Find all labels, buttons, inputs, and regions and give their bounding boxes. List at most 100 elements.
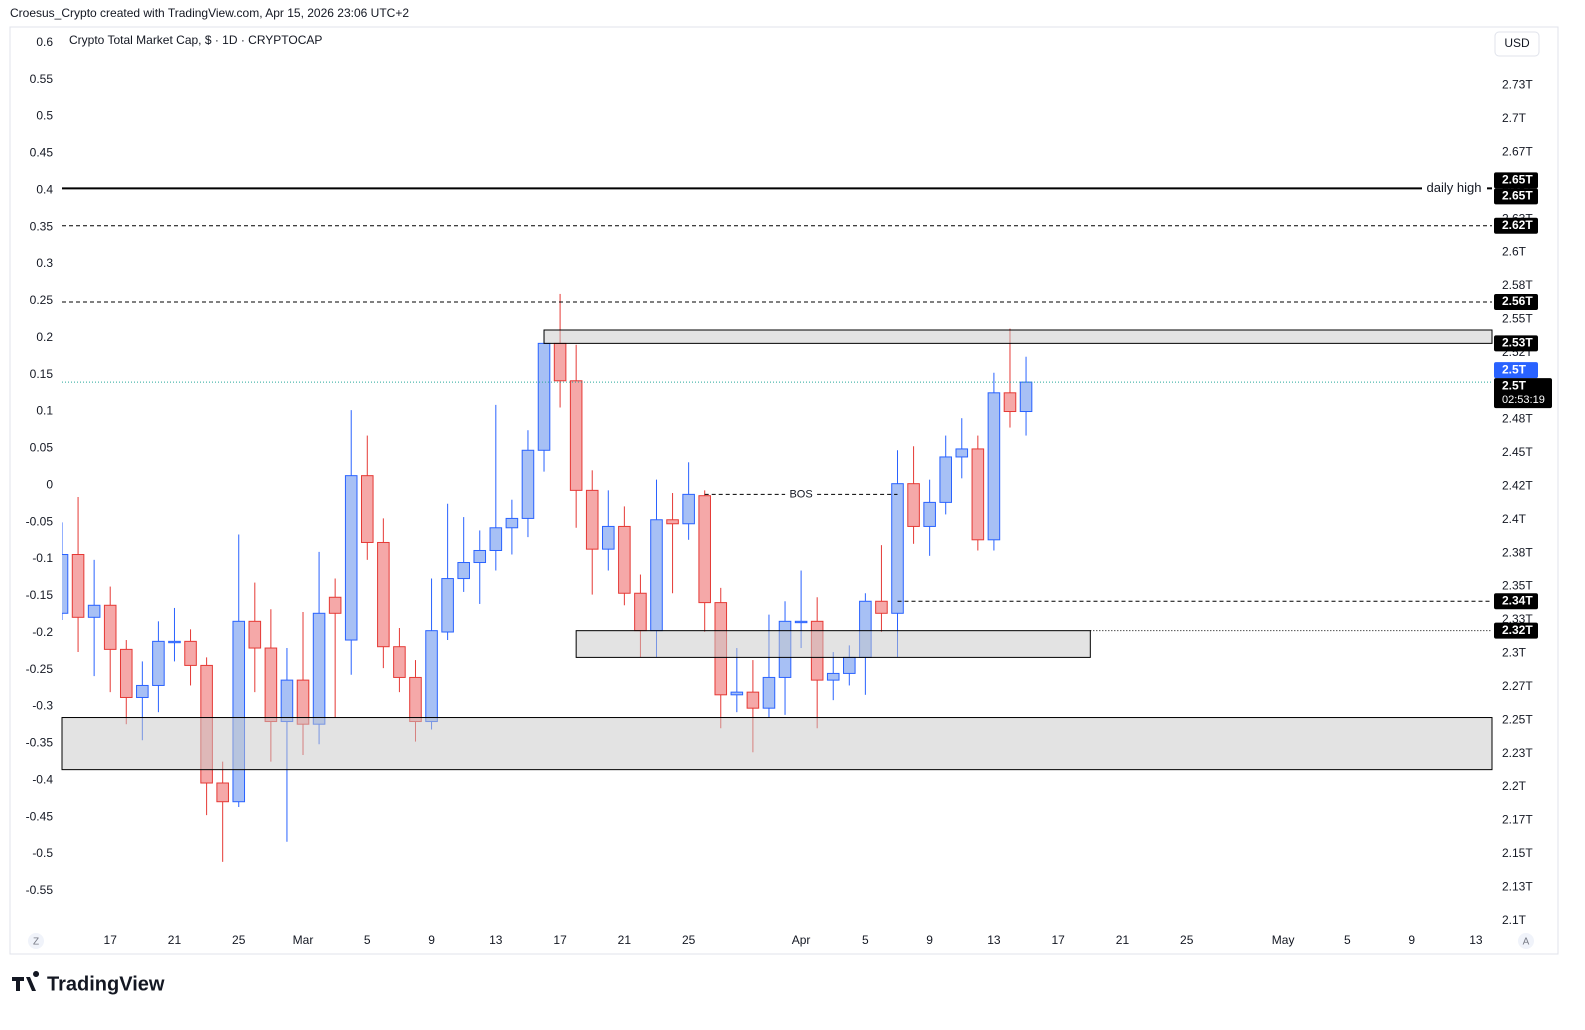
y2-tick-label: 2.6T [1502, 245, 1527, 259]
candle-body [521, 449, 535, 519]
candle-body [136, 684, 149, 698]
y-tick-label: -0.3 [32, 699, 53, 713]
candle-body [971, 448, 985, 541]
candle-body [826, 672, 840, 681]
price-badge [1494, 378, 1552, 409]
x-tick-label: May [1272, 933, 1295, 947]
y2-tick-label: 2.33T [1502, 612, 1533, 626]
x-tick-label: 25 [682, 933, 696, 947]
x-tick-label: 5 [364, 933, 371, 947]
y-tick-label: -0.25 [26, 662, 54, 676]
price-badge [1494, 293, 1538, 310]
y2-tick-label: 2.73T [1502, 78, 1533, 92]
candle-body [377, 541, 390, 648]
x-tick-label: 13 [1469, 933, 1483, 947]
y2-tick-label: 2.3T [1502, 646, 1527, 660]
y2-tick-label: 2.55T [1502, 311, 1533, 325]
price-badge-label: 2.62T [1502, 218, 1533, 232]
y2-tick-label: 2.38T [1502, 545, 1533, 559]
y-tick-label: -0.1 [32, 551, 53, 565]
y-tick-label: 0.2 [36, 330, 53, 344]
y2-tick-label: 2.15T [1502, 846, 1533, 860]
candle-body [168, 640, 181, 644]
y-tick-label: -0.4 [32, 772, 53, 786]
candle-body [62, 554, 69, 614]
candle-body [843, 656, 856, 674]
candle-body [730, 691, 744, 696]
scale-button[interactable] [1518, 933, 1534, 949]
y-tick-label: -0.45 [26, 809, 54, 823]
candle-body [409, 676, 422, 723]
zone [543, 329, 1493, 344]
y2-tick-label: 2.25T [1502, 712, 1533, 726]
currency-box[interactable] [1494, 31, 1540, 57]
candle-body [119, 648, 133, 698]
scale-button[interactable] [28, 933, 44, 949]
y2-tick-label: 2.35T [1502, 579, 1533, 593]
x-tick-label: 21 [618, 933, 632, 947]
y2-tick-label: 2.7T [1502, 111, 1527, 125]
candle-body [457, 562, 470, 580]
scale-button-label[interactable]: A [1523, 937, 1530, 948]
candle-body [103, 604, 117, 650]
candle-body [473, 549, 487, 564]
x-tick-label: Mar [293, 933, 314, 947]
candle-body [923, 501, 936, 527]
price-badge-label: 2.56T [1502, 294, 1533, 308]
candle-body [875, 600, 888, 614]
candle-body [425, 630, 438, 723]
price-badge-label: 2.5T [1502, 362, 1527, 376]
candle-body [441, 578, 454, 633]
price-badge-label: 2.65T [1502, 173, 1533, 187]
x-tick-label: 25 [1180, 933, 1194, 947]
scale-button-label[interactable]: Z [33, 937, 39, 948]
y-tick-label: 0.55 [30, 72, 54, 86]
x-tick-label: 25 [232, 933, 246, 947]
y-tick-label: -0.5 [32, 846, 53, 860]
y-tick-label: -0.35 [26, 736, 54, 750]
x-tick-label: 9 [1408, 933, 1415, 947]
price-badge-label: 2.65T [1502, 189, 1533, 203]
logo-text: TradingView [47, 973, 165, 995]
candle-body [505, 517, 519, 529]
price-badge [1494, 217, 1538, 234]
candle-body [891, 483, 904, 614]
candle-body [393, 646, 406, 678]
currency[interactable]: USD [1504, 36, 1530, 50]
x-tick-label: 21 [1116, 933, 1130, 947]
candle-body [71, 554, 85, 618]
price-badge-label: 2.34T [1502, 593, 1533, 607]
y-tick-label: -0.2 [32, 625, 53, 639]
price-badge-label: 2.5T [1502, 378, 1527, 392]
x-tick-label: 13 [987, 933, 1001, 947]
candle-body [328, 596, 342, 614]
x-tick-label: 9 [428, 933, 435, 947]
candle-body [553, 342, 567, 382]
candle-body [618, 525, 631, 594]
x-tick-label: 17 [104, 933, 118, 947]
credit: Croesus_Crypto created with TradingView.… [10, 6, 409, 20]
price-badge [1494, 172, 1538, 189]
candle-body [344, 475, 358, 641]
price-badge [1494, 188, 1538, 205]
y2-tick-label: 2.27T [1502, 679, 1533, 693]
x-tick-label: 9 [926, 933, 933, 947]
level-label: daily high [1427, 180, 1482, 195]
y-tick-label: 0.15 [30, 367, 54, 381]
candle-body [280, 679, 294, 723]
candle-body [312, 612, 326, 725]
logo-mark [12, 971, 40, 991]
candle-body [682, 493, 695, 525]
y-tick-label: -0.15 [26, 588, 54, 602]
candle-body [1003, 392, 1017, 413]
candle-body [955, 448, 969, 458]
candle-body [216, 782, 229, 803]
y2-tick-label: 2.13T [1502, 879, 1533, 893]
y2-tick-label: 2.23T [1502, 746, 1533, 760]
y-tick-label: 0.6 [36, 35, 53, 49]
level-label: BOS [789, 488, 812, 500]
y2-tick-label: 2.17T [1502, 813, 1533, 827]
candle-body [537, 342, 551, 451]
y-tick-label: 0.5 [36, 109, 53, 123]
